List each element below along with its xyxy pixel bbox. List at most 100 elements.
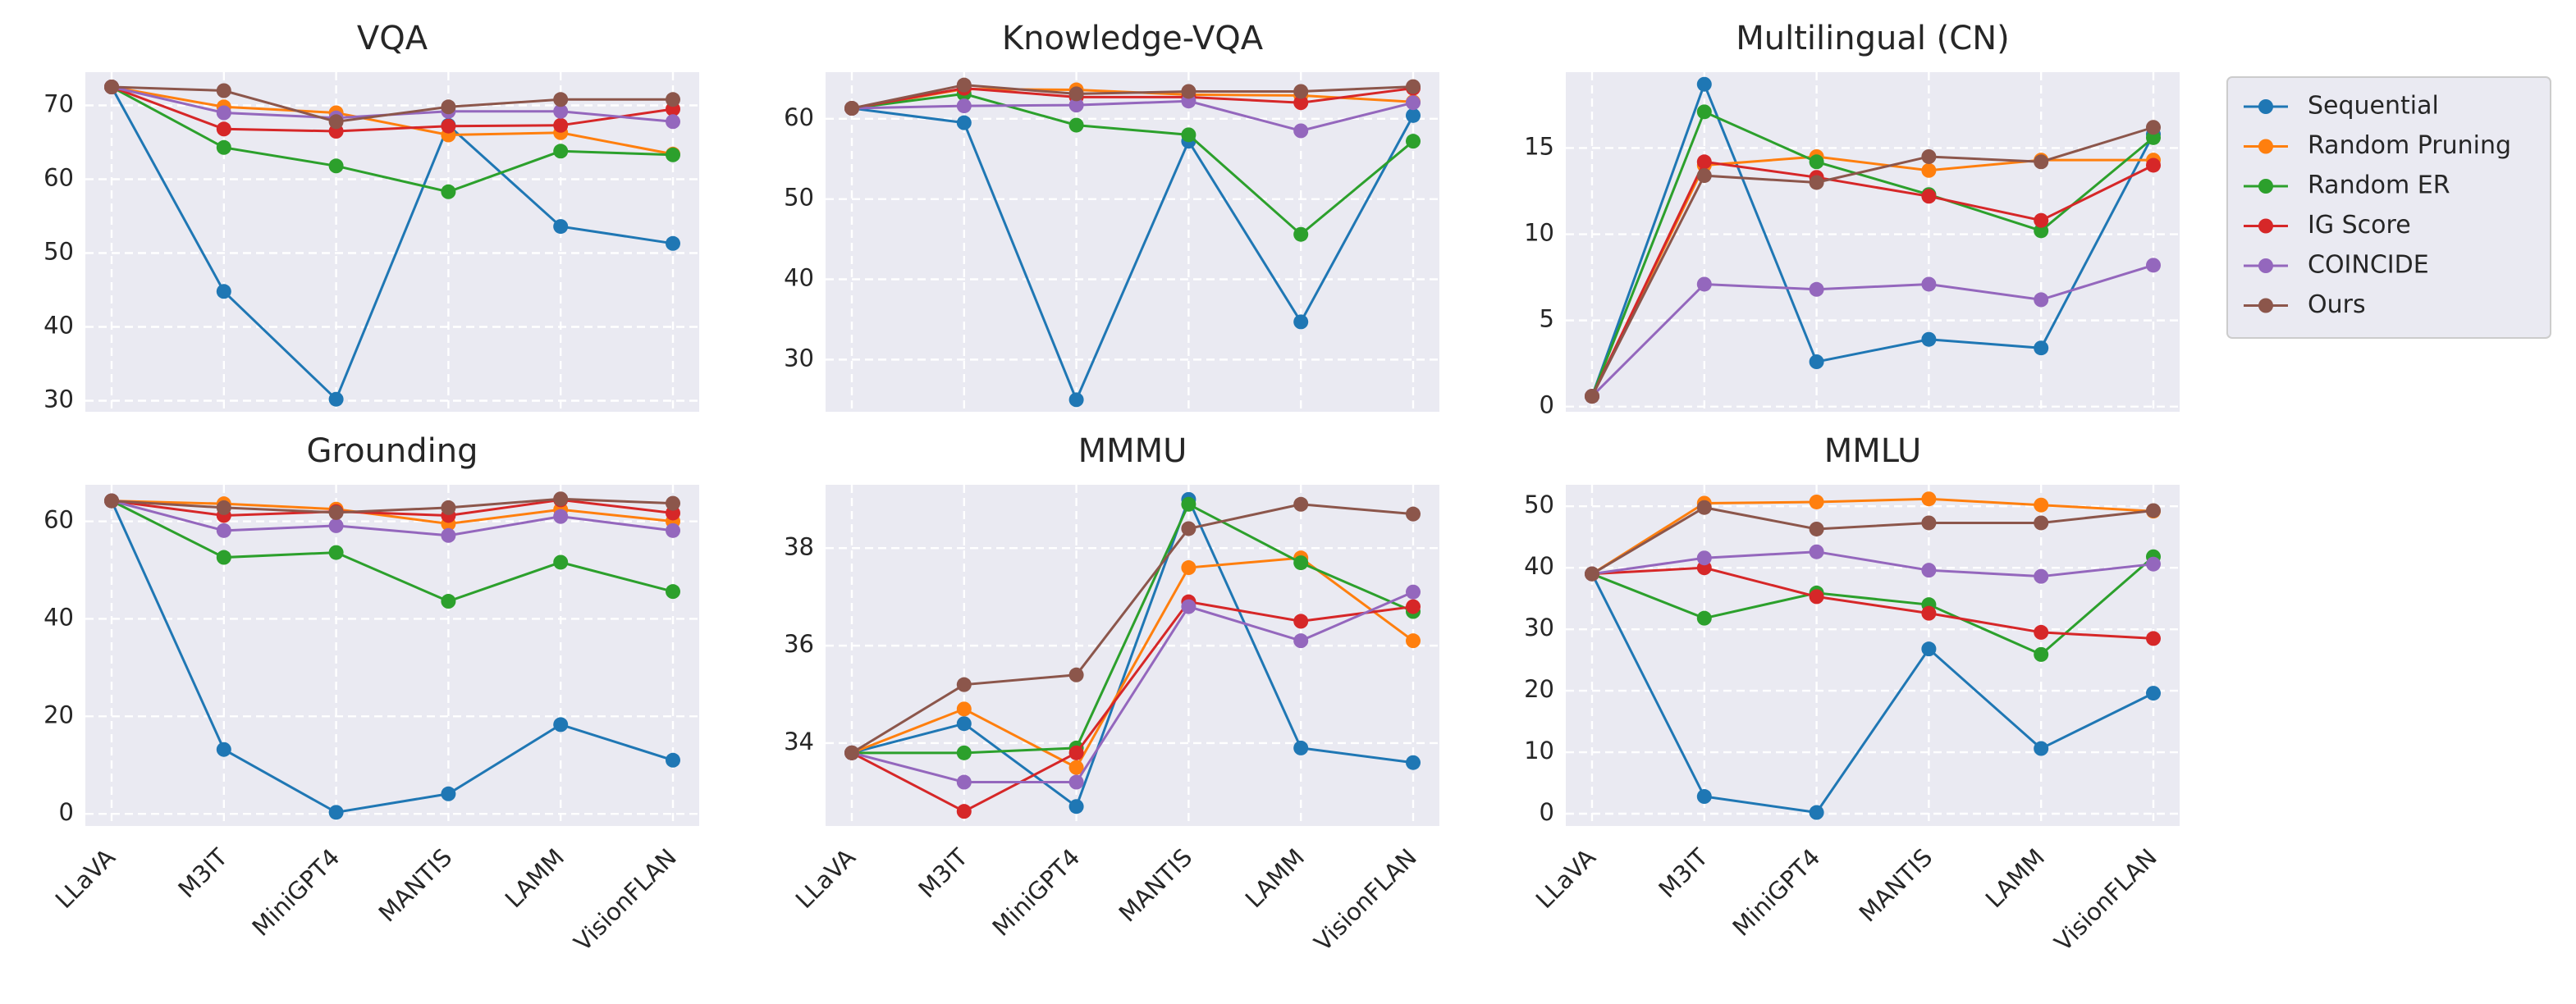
data-point bbox=[2146, 157, 2161, 173]
y-tick-label: 60 bbox=[43, 164, 74, 192]
y-tick-label: 60 bbox=[784, 103, 814, 131]
series-line bbox=[1591, 555, 2154, 656]
series-line bbox=[851, 107, 1415, 404]
x-tick-label: M3IT bbox=[1653, 843, 1714, 904]
data-point bbox=[666, 147, 680, 162]
data-point bbox=[2034, 340, 2049, 356]
y-tick-label: 30 bbox=[1524, 614, 1554, 641]
series-line bbox=[110, 86, 674, 402]
data-point bbox=[1696, 76, 1712, 92]
data-point bbox=[1696, 550, 1712, 566]
data-point bbox=[2146, 258, 2161, 273]
data-point bbox=[1068, 760, 1084, 775]
panel-mmmu: 34 36 38 MMMU LLaVA M3IT MiniGPT4 MANTIS LAMMVis… bbox=[784, 432, 1439, 956]
data-point bbox=[666, 584, 680, 600]
x-tick-label: VisionFLAN bbox=[569, 843, 682, 956]
y-tick-label: 30 bbox=[43, 386, 74, 413]
data-point bbox=[1809, 521, 1824, 536]
data-point bbox=[1696, 104, 1712, 120]
legend-item: Ours bbox=[2244, 290, 2366, 319]
series-line bbox=[851, 600, 1414, 813]
data-point bbox=[2146, 556, 2161, 572]
y-tick-label: 40 bbox=[43, 312, 74, 340]
series-line bbox=[111, 498, 674, 517]
data-point bbox=[2146, 631, 2161, 646]
data-point bbox=[2034, 223, 2049, 239]
series-line bbox=[851, 495, 1414, 809]
legend-marker bbox=[2258, 218, 2273, 234]
series-line bbox=[111, 85, 674, 133]
series-line bbox=[1591, 506, 2154, 575]
plot-area bbox=[85, 485, 699, 826]
data-point bbox=[553, 509, 569, 524]
series-line bbox=[111, 500, 674, 526]
data-point bbox=[1293, 633, 1309, 649]
y-tick-label: 15 bbox=[1524, 132, 1554, 160]
x-tick-label: MiniGPT4 bbox=[987, 843, 1086, 942]
series-line bbox=[1590, 126, 2154, 397]
legend-item: IG Score bbox=[2244, 211, 2411, 240]
data-point bbox=[1068, 745, 1084, 760]
data-point bbox=[216, 83, 231, 98]
data-point bbox=[1293, 95, 1309, 111]
series-line bbox=[1590, 80, 2155, 397]
y-tick-label: 40 bbox=[43, 603, 74, 631]
data-point bbox=[328, 158, 344, 174]
series-line bbox=[1590, 110, 2154, 397]
data-point bbox=[1921, 189, 1937, 204]
series-line bbox=[111, 500, 674, 603]
data-point bbox=[441, 527, 456, 543]
x-tick-label: VisionFLAN bbox=[1309, 843, 1422, 956]
data-point bbox=[956, 701, 972, 717]
data-point bbox=[1921, 605, 1937, 621]
data-point bbox=[1921, 148, 1937, 164]
x-tick-label: M3IT bbox=[913, 843, 973, 904]
legend-label: Ours bbox=[2308, 290, 2366, 319]
series-line bbox=[111, 85, 674, 156]
series-line bbox=[852, 502, 1414, 755]
data-point bbox=[666, 523, 680, 538]
y-tick-label: 60 bbox=[43, 506, 74, 534]
data-point bbox=[328, 504, 344, 520]
data-point bbox=[1293, 314, 1309, 330]
series-coincide bbox=[844, 94, 1421, 139]
data-point bbox=[956, 804, 972, 819]
series-line bbox=[1590, 155, 2153, 397]
panel-title: Grounding bbox=[307, 432, 478, 470]
data-point bbox=[216, 523, 231, 538]
series-ours bbox=[1585, 500, 2161, 582]
series-ours bbox=[844, 496, 1421, 760]
data-point bbox=[2034, 515, 2049, 531]
x-tick-label: LAMM bbox=[1980, 843, 2050, 913]
series-line bbox=[851, 87, 1414, 110]
data-point bbox=[216, 284, 231, 299]
panel-knowledge-vqa: 30 40 50 60 Knowledge-VQA bbox=[784, 20, 1439, 412]
data-point bbox=[956, 677, 972, 692]
data-point bbox=[1585, 566, 1599, 582]
series-line bbox=[851, 84, 1414, 110]
legend-label: Random ER bbox=[2308, 171, 2450, 200]
data-point bbox=[328, 805, 344, 820]
series-line bbox=[111, 500, 674, 537]
legend-item: COINCIDE bbox=[2244, 251, 2429, 280]
data-point bbox=[553, 554, 569, 570]
data-point bbox=[1293, 555, 1309, 571]
panel-title: MMLU bbox=[1824, 432, 1922, 470]
data-point bbox=[1181, 599, 1196, 614]
plot-area bbox=[826, 72, 1439, 412]
data-point bbox=[1406, 633, 1421, 649]
series-sequential bbox=[844, 101, 1421, 408]
legend-marker bbox=[2258, 139, 2273, 154]
legend-label: Sequential bbox=[2308, 92, 2439, 121]
series-random-er bbox=[104, 80, 680, 199]
data-point bbox=[1696, 276, 1712, 292]
x-tick-label: LAMM bbox=[500, 843, 570, 913]
data-point bbox=[1068, 799, 1084, 815]
data-point bbox=[1068, 774, 1084, 790]
data-point bbox=[956, 115, 972, 130]
data-point bbox=[1809, 494, 1824, 509]
data-point bbox=[1068, 98, 1084, 113]
x-tick-label: LLaVA bbox=[1531, 843, 1601, 914]
x-tick-label: VisionFLAN bbox=[2049, 843, 2162, 956]
x-tick-label: M3IT bbox=[172, 843, 233, 904]
